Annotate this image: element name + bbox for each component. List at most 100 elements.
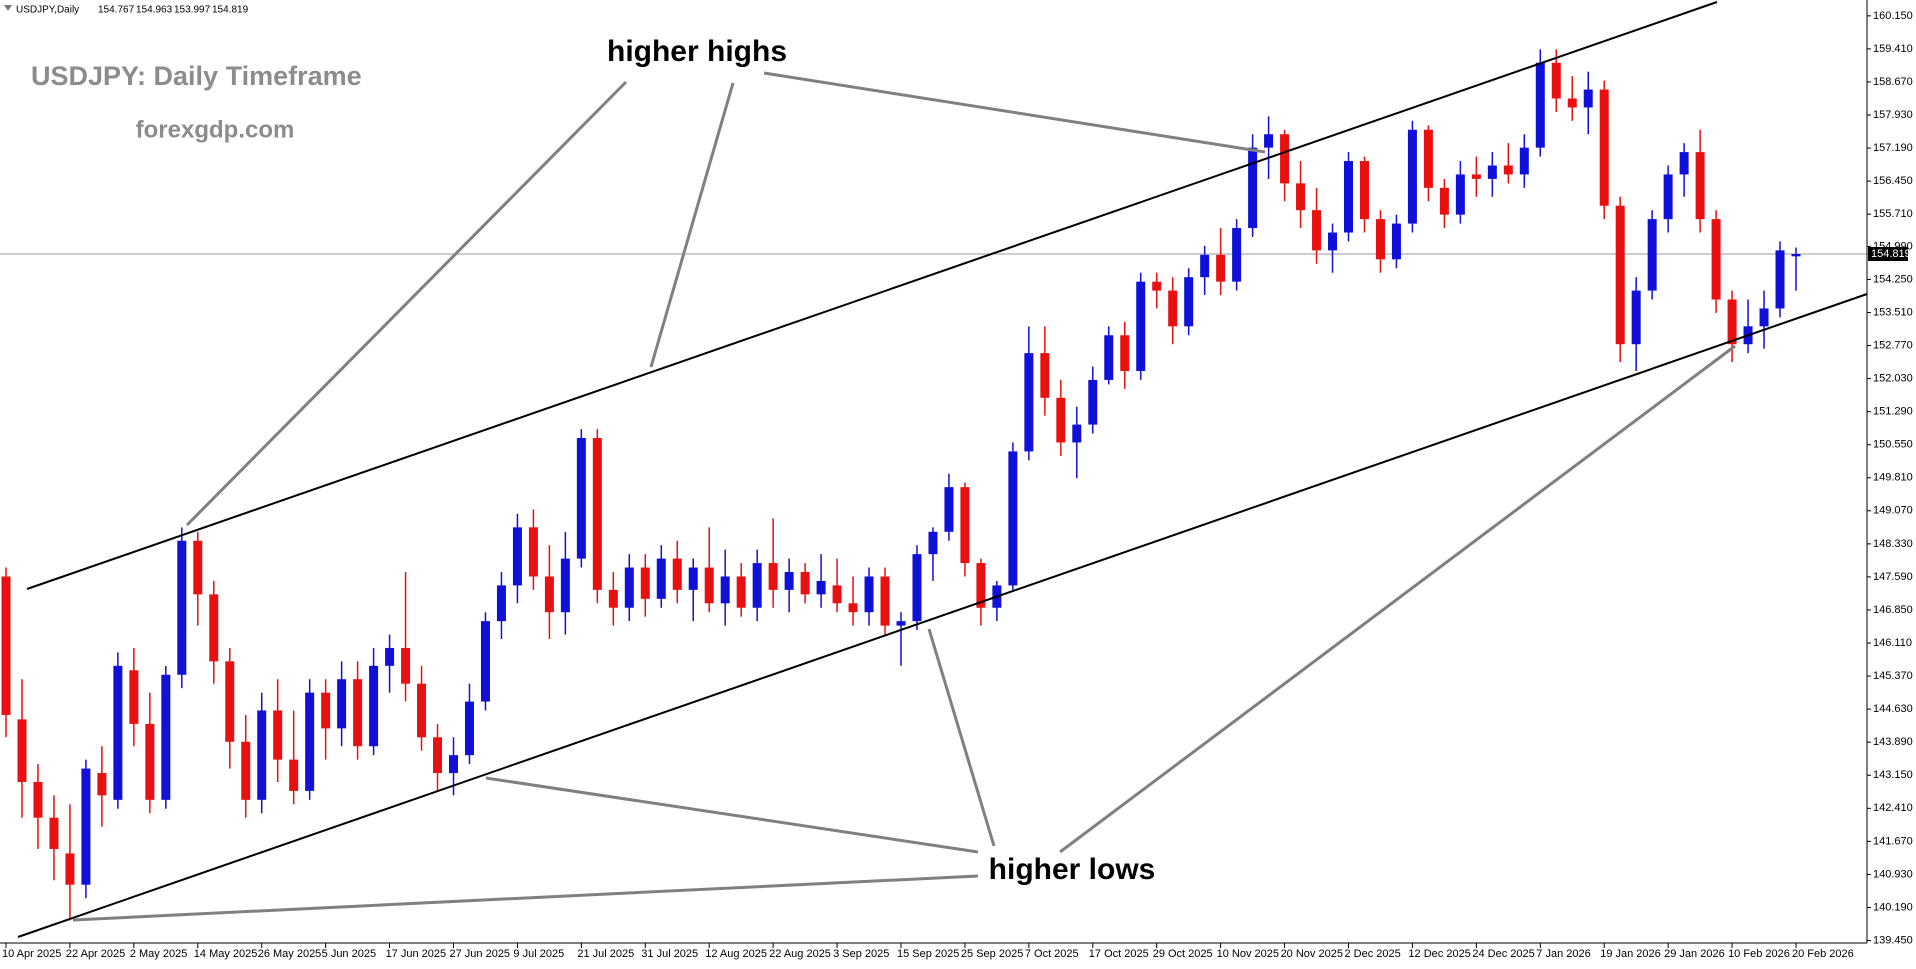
y-tick-label: 157.930 [1873,109,1913,121]
candle-body [305,692,315,791]
x-tick-label: 31 Jul 2025 [641,948,698,960]
candle-body [1551,62,1561,99]
candle-body [289,759,299,791]
y-tick-label: 148.330 [1873,538,1913,550]
y-tick-label: 150.550 [1873,439,1913,451]
candle-body [1312,210,1322,251]
candle-body [656,558,666,599]
price-tag [1868,246,1908,261]
candle-body [81,768,91,885]
candle-body [1024,353,1034,452]
candle-body [1391,223,1401,260]
candle-body [512,527,522,586]
candle-body [1583,89,1593,108]
y-tick-label: 153.510 [1873,306,1913,318]
x-tick-label: 22 Apr 2025 [66,948,125,960]
y-tick-label: 157.190 [1873,142,1913,154]
x-tick-label: 12 Dec 2025 [1408,948,1470,960]
candle-body [864,576,874,613]
candle-body [1359,161,1369,220]
pointer [72,874,979,922]
candle-body [704,567,714,604]
y-tick-label: 159.410 [1873,43,1913,55]
y-tick-label: 145.370 [1873,670,1913,682]
candle-body [1791,253,1801,257]
candle-body [1407,129,1417,224]
candle-body [129,670,139,724]
x-tick-label: 10 Nov 2025 [1217,948,1279,960]
candle-body [576,437,586,559]
candle-body [1008,451,1018,586]
header-icon [4,5,12,11]
x-tick-label: 19 Jan 2026 [1600,948,1661,960]
candle-layer [1,49,1801,921]
candle-body [928,531,938,555]
x-tick-label: 14 May 2025 [194,948,258,960]
candle-body [1120,335,1130,371]
candle-body [1264,134,1274,148]
header-close: 154.819 [212,5,249,16]
candle-body [784,572,794,590]
y-tick-label: 158.670 [1873,76,1913,88]
x-tick-label: 20 Nov 2025 [1281,948,1343,960]
candle-body [1088,379,1098,425]
y-tick-label: 156.450 [1873,175,1913,187]
candle-body [640,567,650,599]
x-tick-label: 17 Jun 2025 [386,948,447,960]
candle-body [1567,98,1577,108]
candle-body [1647,219,1657,291]
candle-body [944,487,954,532]
x-tick-label: 12 Aug 2025 [705,948,767,960]
y-tick-label: 151.290 [1873,406,1913,418]
y-tick-label: 160.150 [1873,10,1913,22]
pointer [649,82,735,368]
candle-body [1136,281,1146,371]
x-tick-label: 3 Sep 2025 [833,948,889,960]
candle-body [688,567,698,590]
candle-body [480,621,490,702]
candle-body [113,665,123,800]
y-tick-label: 147.590 [1873,571,1913,583]
pointer [185,80,628,527]
y-tick-label: 140.190 [1873,901,1913,913]
x-tick-label: 24 Dec 2025 [1472,948,1534,960]
candle-body [496,585,506,622]
candle-body [720,576,730,604]
candle-body [560,558,570,613]
candle-body [1104,335,1114,380]
candle-body [1711,219,1721,300]
candle-body [1040,353,1050,398]
header-high: 154.963 [136,5,173,16]
candle-body [768,563,778,590]
x-tick-label: 5 Jun 2025 [322,948,376,960]
candle-body [1248,147,1258,229]
lower-trendline [17,293,1868,938]
candle-body [337,679,347,729]
candle-body [385,647,395,666]
x-tick-label: 7 Jan 2026 [1536,948,1590,960]
candle-body [752,563,762,608]
annotation: higher lows [989,853,1156,886]
y-tick-label: 143.150 [1873,769,1913,781]
y-tick-label: 152.030 [1873,372,1913,384]
candle-body [1200,254,1210,278]
candle-body [800,572,810,595]
candle-body [193,540,203,595]
candle-body [832,585,842,604]
candle-body [369,665,379,747]
candle-body [1184,277,1194,327]
candle-body [97,773,107,796]
price-label: 154.819 [1871,248,1911,260]
y-tick-label: 152.770 [1873,339,1913,351]
candle-body [1296,183,1306,211]
candle-body [321,692,331,729]
candle-body [1280,134,1290,184]
candle-body [1503,165,1513,175]
candle-body [209,594,219,662]
candle-body [1216,254,1226,282]
pointer [485,776,979,854]
x-tick-label: 2 May 2025 [130,948,187,960]
x-tick-label: 17 Oct 2025 [1089,948,1149,960]
